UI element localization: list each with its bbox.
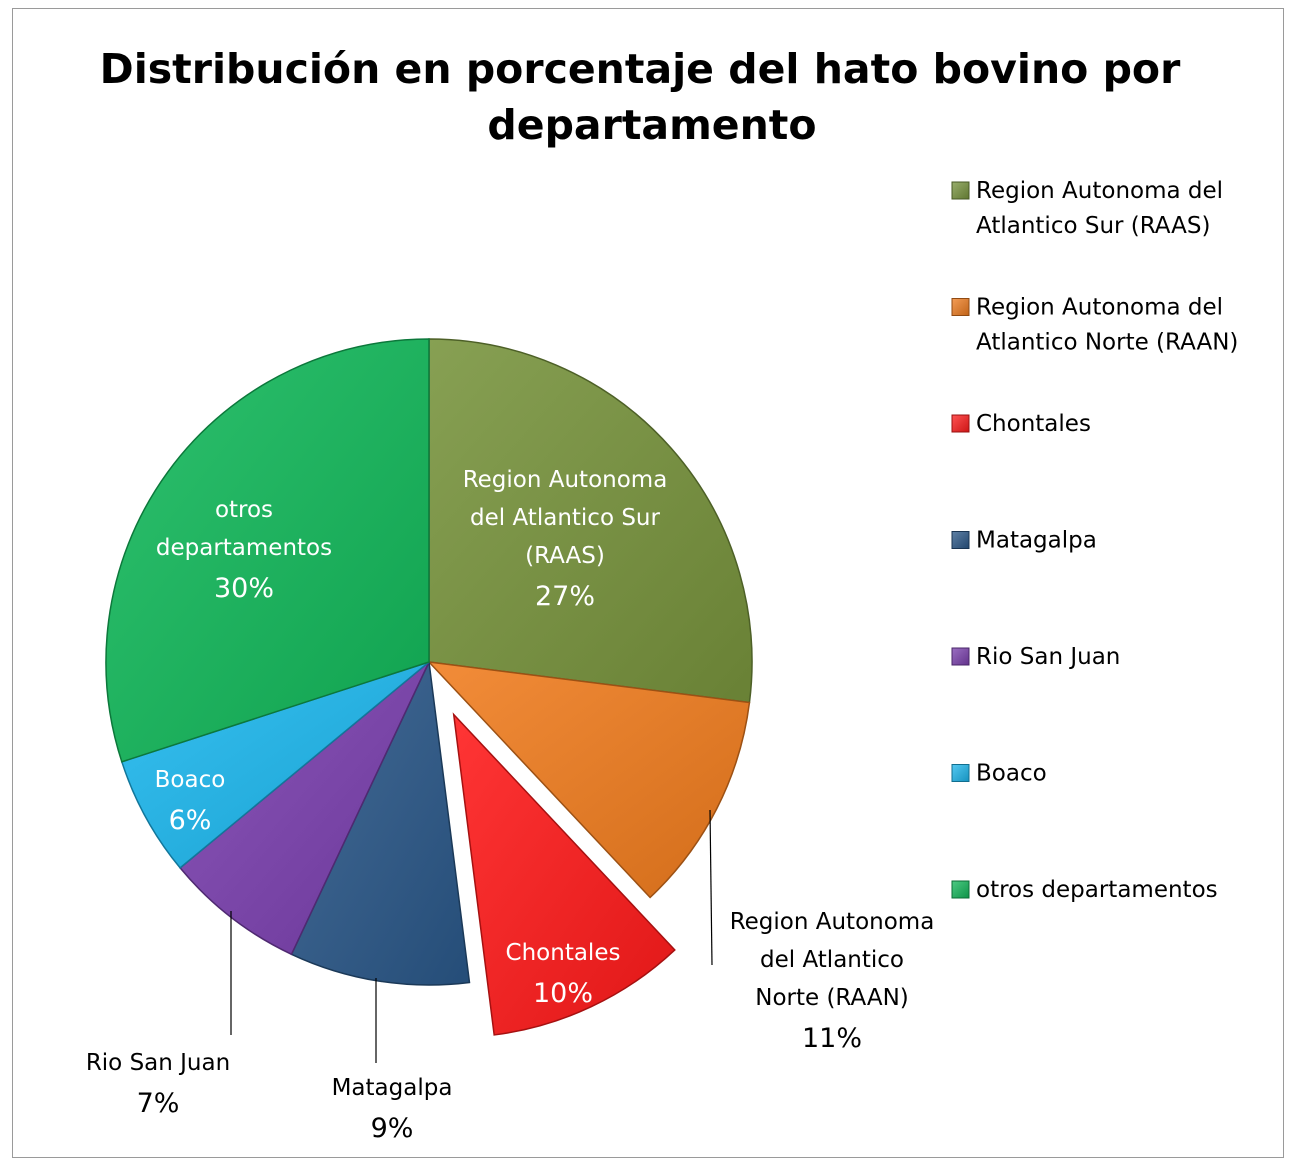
legend-swatch-boaco <box>951 764 970 782</box>
slice-percent-region-autonoma-del-atlantico-norte-raan: 11% <box>802 1023 862 1054</box>
pie-slices <box>105 338 753 1036</box>
slice-label-otros-departamentos: departamentos <box>156 535 332 561</box>
legend-label-matagalpa: Matagalpa <box>976 528 1097 554</box>
pie-slice-matagalpa <box>290 659 471 986</box>
legend-item-region-autonoma-del-atlantico-norte-raan: Region Autonoma del Atlantico Norte (RAAN… <box>951 295 1238 356</box>
legend-label-rio-san-juan: Rio San Juan <box>976 644 1120 670</box>
slice-label-region-autonoma-del-atlantico-norte-raan: Region Autonoma <box>730 909 935 935</box>
pie-slice-region-autonoma-del-atlantico-norte-raan <box>427 660 751 899</box>
slice-percent-boaco: 6% <box>169 805 212 836</box>
legend-swatch-region-autonoma-del-atlantico-sur-raas <box>951 181 970 200</box>
legend-item-chontales: Chontales <box>951 411 1091 437</box>
legend-swatch-otros-departamentos <box>951 880 970 899</box>
pie-slice-otros-departamentos <box>105 338 430 763</box>
slice-label-matagalpa: Matagalpa <box>332 1075 453 1101</box>
slice-label-otros-departamentos: otros <box>215 497 273 523</box>
legend-label-region-autonoma-del-atlantico-sur-raas: Atlantico Sur (RAAS) <box>976 213 1211 239</box>
slice-label-rio-san-juan: Rio San Juan <box>86 1050 230 1076</box>
legend-item-matagalpa: Matagalpa <box>951 528 1097 554</box>
slice-percent-otros-departamentos: 30% <box>214 573 274 604</box>
slice-label-region-autonoma-del-atlantico-norte-raan: del Atlantico <box>760 947 904 973</box>
slice-label-chontales: Chontales <box>506 940 621 966</box>
legend-label-region-autonoma-del-atlantico-norte-raan: Region Autonoma del <box>976 295 1223 321</box>
pie-slice-boaco <box>120 661 430 869</box>
legend-item-otros-departamentos: otros departamentos <box>951 877 1218 903</box>
legend-swatch-chontales <box>951 414 970 433</box>
slice-percent-region-autonoma-del-atlantico-sur-raas: 27% <box>535 581 595 612</box>
slice-labels: Region Autonoma del Atlantico Sur (RAAS) 27… <box>86 467 934 1144</box>
legend-label-region-autonoma-del-atlantico-norte-raan: Atlantico Norte (RAAN) <box>976 330 1238 356</box>
legend-label-region-autonoma-del-atlantico-sur-raas: Region Autonoma del <box>976 178 1223 204</box>
slice-label-region-autonoma-del-atlantico-sur-raas: del Atlantico Sur <box>470 505 660 531</box>
slice-label-boaco: Boaco <box>155 767 226 793</box>
slice-percent-chontales: 10% <box>533 978 593 1009</box>
slice-label-region-autonoma-del-atlantico-sur-raas: Region Autonoma <box>463 467 668 493</box>
slice-label-region-autonoma-del-atlantico-sur-raas: (RAAS) <box>525 543 605 569</box>
legend-item-boaco: Boaco <box>951 761 1047 787</box>
legend-label-chontales: Chontales <box>976 411 1091 437</box>
chart-title-line-2: departamento <box>487 101 816 149</box>
leader-lines <box>230 809 713 1063</box>
chart-title-line-1: Distribución en porcentaje del hato bovi… <box>100 45 1181 93</box>
legend-swatch-region-autonoma-del-atlantico-norte-raan <box>951 298 970 316</box>
slice-percent-rio-san-juan: 7% <box>137 1088 180 1119</box>
pie-slice-region-autonoma-del-atlantico-sur-raas <box>428 338 753 704</box>
leader-line-region-autonoma-del-atlantico-norte-raan <box>709 809 713 966</box>
slice-label-region-autonoma-del-atlantico-norte-raan: Norte (RAAN) <box>755 985 909 1011</box>
legend-label-otros-departamentos: otros departamentos <box>976 877 1218 903</box>
legend-item-region-autonoma-del-atlantico-sur-raas: Region Autonoma del Atlantico Sur (RAAS) <box>951 178 1223 239</box>
legend-label-boaco: Boaco <box>976 761 1047 787</box>
legend-item-rio-san-juan: Rio San Juan <box>951 644 1120 670</box>
slice-percent-matagalpa: 9% <box>371 1113 414 1144</box>
legend-swatch-matagalpa <box>951 531 970 549</box>
pie-slice-chontales <box>452 712 676 1036</box>
legend-swatch-rio-san-juan <box>951 647 970 666</box>
